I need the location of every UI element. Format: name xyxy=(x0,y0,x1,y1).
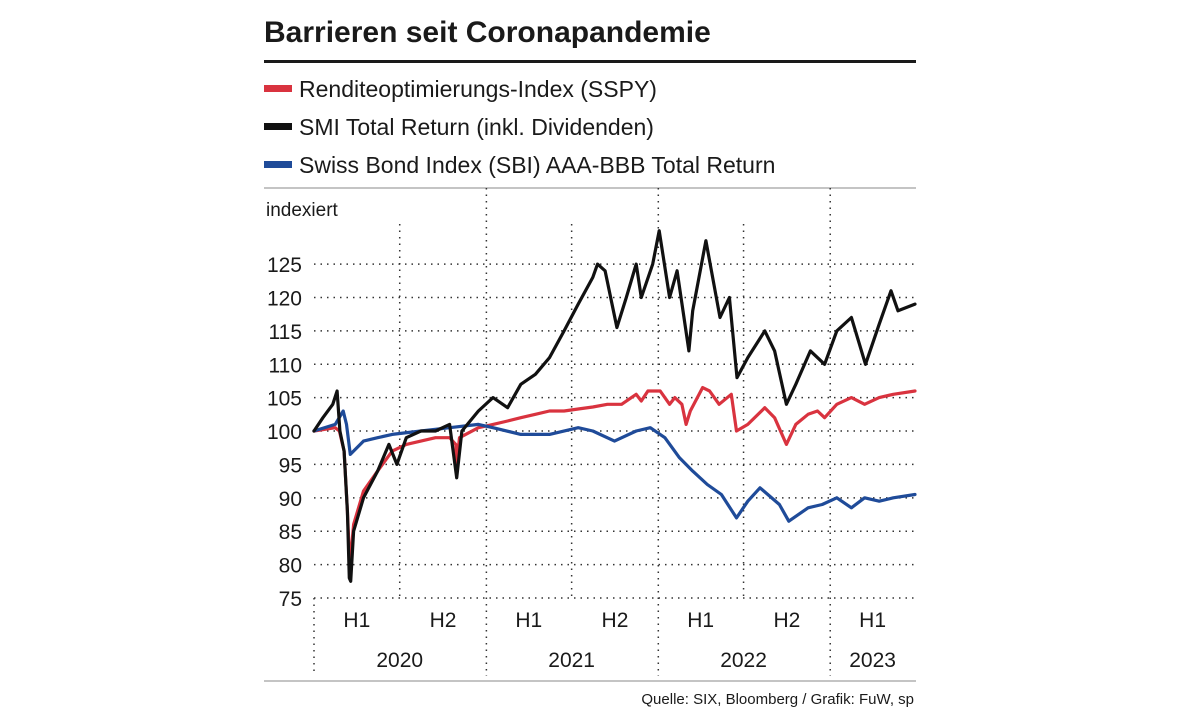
y-axis-label: indexiert xyxy=(266,200,339,221)
x-year-label: 2020 xyxy=(376,649,423,672)
y-tick-label: 85 xyxy=(279,521,302,544)
legend-swatch-sbi xyxy=(264,161,292,168)
x-half-label: H2 xyxy=(773,609,800,632)
y-tick-label: 115 xyxy=(269,321,302,344)
series-line-sbi xyxy=(312,409,917,523)
chart-title: Barrieren seit Coronapandemie xyxy=(264,16,711,49)
series-line-sspy xyxy=(312,386,917,567)
x-axis: H1 H2 H1 H2 H1 H2 H1 2020 2021 2022 2023 xyxy=(343,609,896,672)
y-tick-label: 105 xyxy=(267,388,302,411)
x-half-label: H1 xyxy=(343,609,370,632)
y-tick-labels: 75 80 85 90 95 100 105 110 115 120 125 xyxy=(267,254,302,611)
x-year-label: 2023 xyxy=(849,649,896,672)
y-tick-label: 80 xyxy=(279,555,302,578)
y-tick-label: 75 xyxy=(279,588,302,611)
y-tick-label: 125 xyxy=(267,254,302,277)
legend-label-sbi: Swiss Bond Index (SBI) AAA-BBB Total Ret… xyxy=(299,152,775,178)
legend: Renditeoptimierungs-Index (SSPY) SMI Tot… xyxy=(264,76,775,178)
title-rule xyxy=(264,60,916,63)
legend-label-smi: SMI Total Return (inkl. Dividenden) xyxy=(299,114,654,140)
x-half-label: H1 xyxy=(687,609,714,632)
grid xyxy=(313,188,915,676)
y-tick-label: 120 xyxy=(267,287,302,310)
x-half-label: H2 xyxy=(430,609,457,632)
y-tick-label: 90 xyxy=(279,488,302,511)
x-half-label: H2 xyxy=(602,609,629,632)
legend-swatch-smi xyxy=(264,123,292,130)
legend-label-sspy: Renditeoptimierungs-Index (SSPY) xyxy=(299,76,657,102)
y-tick-label: 100 xyxy=(267,421,302,444)
x-year-label: 2021 xyxy=(548,649,595,672)
x-half-label: H1 xyxy=(515,609,542,632)
y-tick-label: 110 xyxy=(269,354,302,377)
x-half-label: H1 xyxy=(859,609,886,632)
legend-swatch-sspy xyxy=(264,85,292,92)
source-note: Quelle: SIX, Bloomberg / Grafik: FuW, sp xyxy=(641,691,914,708)
x-year-label: 2022 xyxy=(720,649,767,672)
series-line-smi xyxy=(312,229,917,583)
y-tick-label: 95 xyxy=(279,454,302,477)
series-lines xyxy=(312,229,917,583)
